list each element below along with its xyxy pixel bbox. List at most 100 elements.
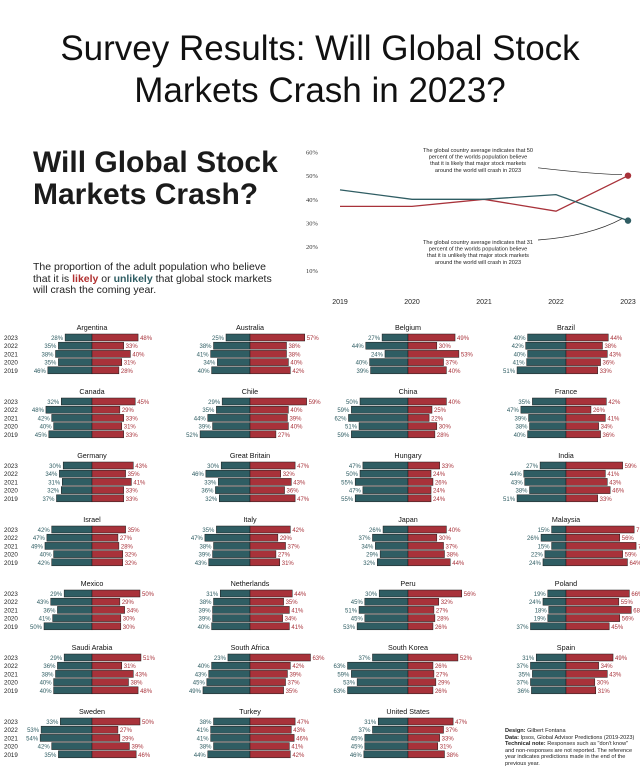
y-tick-label: 20%	[306, 244, 319, 251]
label-likely: 41%	[291, 625, 304, 631]
year-label: 2021	[4, 351, 18, 358]
label-likely: 41%	[607, 472, 620, 478]
bar-unlikely	[64, 333, 93, 342]
year-label: 2019	[4, 560, 18, 567]
year-label: 2022	[4, 727, 18, 734]
bar-likely	[407, 461, 440, 470]
label-unlikely: 36%	[43, 608, 56, 614]
label-likely: 38%	[446, 553, 459, 559]
y-tick-label: 50%	[306, 173, 319, 180]
country-chart-poland: Poland 19% 66% 24% 55% 18% 68% 19% 56% 37% 45%	[516, 579, 640, 631]
year-label: 2021	[4, 671, 18, 678]
label-likely: 32%	[125, 553, 138, 559]
label-unlikely: 51%	[345, 425, 358, 431]
bar-likely	[91, 478, 132, 486]
bar-unlikely	[51, 558, 93, 567]
x-tick-label: 2022	[548, 299, 564, 306]
bar-unlikely	[217, 358, 251, 366]
country-panel-south-africa: South Africa 23% 63% 40% 42% 43% 39% 45% 37% 49% 3…	[158, 642, 325, 699]
country-panel-turkey: Turkey 38% 47% 41% 43% 41% 46% 38% 41% 44% 42%	[158, 706, 318, 763]
label-likely: 33%	[442, 464, 455, 470]
label-unlikely: 15%	[538, 544, 551, 550]
bar-unlikely	[377, 558, 409, 567]
bar-unlikely	[528, 414, 567, 422]
bar-likely	[407, 606, 435, 614]
country-chart-germany: Germany 2023 30% 43% 2022 34% 35% 2021 31% 41% 202…	[4, 451, 148, 503]
bar-likely	[565, 597, 620, 606]
bar-unlikely	[356, 622, 409, 631]
bar-likely	[565, 533, 621, 542]
year-label: 2022	[4, 535, 18, 542]
bar-unlikely	[40, 725, 93, 734]
label-likely: 33%	[600, 497, 613, 503]
year-label: 2023	[4, 591, 18, 598]
label-unlikely: 53%	[343, 681, 356, 687]
bar-unlikely	[48, 430, 93, 439]
annotation-arrow-likely	[537, 167, 623, 176]
label-unlikely: 29%	[50, 592, 63, 598]
bar-likely	[249, 734, 295, 742]
bar-unlikely	[213, 717, 251, 726]
label-unlikely: 44%	[194, 753, 207, 759]
year-label: 2023	[4, 719, 18, 726]
bar-unlikely	[213, 341, 251, 350]
label-unlikely: 35%	[44, 344, 57, 350]
label-unlikely: 45%	[351, 600, 364, 606]
label-unlikely: 50%	[346, 472, 359, 478]
bar-likely	[91, 525, 126, 534]
country-chart-china: China 50% 40% 59% 25% 62% 22% 51% 30% 59% 28%	[334, 387, 461, 439]
country-chart-australia: Australia 25% 57% 38% 38% 41% 38% 34% 40% 40% 42%	[197, 323, 320, 375]
label-unlikely: 59%	[337, 433, 350, 439]
bar-likely	[407, 622, 434, 631]
bar-unlikely	[384, 350, 409, 358]
label-unlikely: 43%	[195, 672, 208, 678]
intro-text-part-2: or	[98, 272, 114, 285]
bar-likely	[91, 717, 141, 726]
bar-unlikely	[365, 341, 409, 350]
bar-likely	[565, 341, 603, 350]
label-likely: 68%	[633, 608, 640, 614]
bar-likely	[407, 542, 444, 550]
label-unlikely: 47%	[349, 489, 362, 495]
bar-likely	[407, 653, 459, 662]
bar-unlikely	[53, 678, 93, 686]
label-likely: 49%	[615, 656, 628, 662]
bar-unlikely	[354, 478, 409, 486]
label-unlikely: 32%	[47, 400, 60, 406]
label-unlikely: 53%	[27, 728, 40, 734]
label-unlikely: 30%	[207, 464, 220, 470]
bar-unlikely	[547, 589, 567, 598]
label-likely: 30%	[439, 425, 452, 431]
label-likely: 35%	[128, 472, 141, 478]
label-likely: 59%	[625, 553, 638, 559]
x-tick-label: 2021	[476, 299, 492, 306]
label-likely: 35%	[286, 689, 299, 695]
label-likely: 59%	[625, 464, 638, 470]
bar-likely	[249, 525, 291, 534]
label-likely: 31%	[124, 664, 137, 670]
bar-likely	[91, 494, 124, 503]
year-label: 2023	[4, 655, 18, 662]
bar-likely	[565, 333, 609, 342]
bar-likely	[91, 670, 134, 678]
year-label: 2020	[4, 424, 18, 431]
series-end-point-unlikely	[624, 217, 632, 224]
bar-likely	[91, 606, 125, 614]
intro-text-part-3: that global stock markets will crash the…	[33, 272, 272, 296]
label-likely: 47%	[297, 464, 310, 470]
country-panel-united-states: United States 31% 47% 37% 37% 45% 33% 45% 31% 46%…	[316, 706, 476, 763]
label-likely: 26%	[435, 689, 448, 695]
label-likely: 36%	[603, 361, 616, 367]
label-unlikely: 36%	[43, 664, 56, 670]
bar-likely	[249, 461, 296, 470]
country-name: Japan	[398, 515, 418, 524]
bar-unlikely	[219, 589, 251, 598]
bar-unlikely	[351, 430, 409, 439]
y-tick-label: 60%	[306, 150, 319, 157]
label-likely: 33%	[600, 369, 613, 375]
bar-unlikely	[542, 597, 567, 606]
label-unlikely: 33%	[46, 720, 59, 726]
bar-likely	[91, 366, 120, 375]
bar-likely	[565, 366, 598, 375]
label-unlikely: 30%	[49, 464, 62, 470]
